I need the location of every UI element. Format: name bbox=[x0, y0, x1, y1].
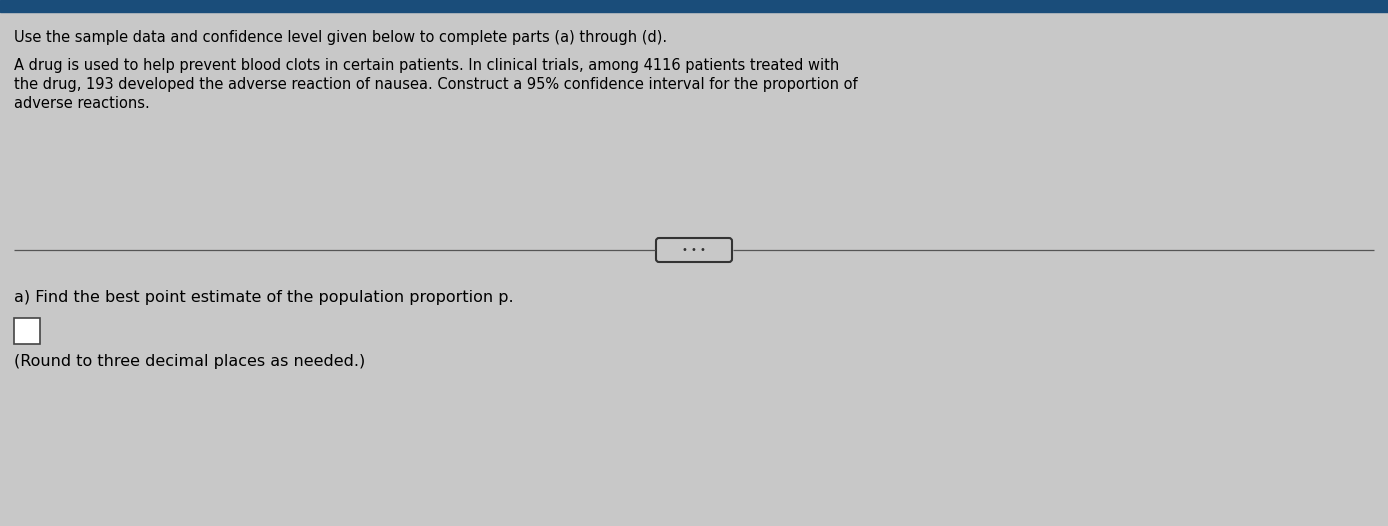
Text: • • •: • • • bbox=[682, 245, 706, 255]
Text: (Round to three decimal places as needed.): (Round to three decimal places as needed… bbox=[14, 354, 365, 369]
Text: a) Find the best point estimate of the population proportion p.: a) Find the best point estimate of the p… bbox=[14, 290, 514, 305]
Text: A drug is used to help prevent blood clots in certain patients. In clinical tria: A drug is used to help prevent blood clo… bbox=[14, 58, 840, 73]
Text: Use the sample data and confidence level given below to complete parts (a) throu: Use the sample data and confidence level… bbox=[14, 30, 668, 45]
Bar bbox=[14, 318, 40, 344]
Text: adverse reactions.: adverse reactions. bbox=[14, 96, 150, 111]
Text: the drug, 193 developed the adverse reaction of nausea. Construct a 95% confiden: the drug, 193 developed the adverse reac… bbox=[14, 77, 858, 92]
Bar bbox=[0, 0, 1388, 12]
FancyBboxPatch shape bbox=[657, 238, 731, 262]
